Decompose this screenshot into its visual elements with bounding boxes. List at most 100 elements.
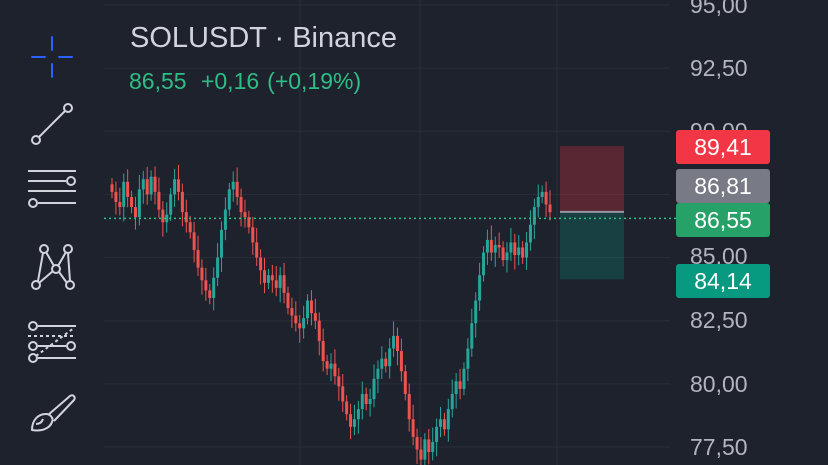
candle-body <box>266 275 270 283</box>
candle-body <box>431 441 435 453</box>
candle <box>368 388 372 417</box>
candle <box>306 294 310 325</box>
candle-body <box>223 209 227 230</box>
candle <box>110 178 114 199</box>
fib-tool-button[interactable] <box>22 315 82 369</box>
candle <box>466 338 470 382</box>
candle <box>239 188 243 227</box>
candle <box>380 346 384 380</box>
candle <box>212 267 216 311</box>
candle-body <box>525 242 529 258</box>
crosshair-tool-button[interactable] <box>22 30 82 84</box>
candle-body <box>352 419 356 427</box>
candle-body <box>474 300 478 324</box>
trend-line-tool-button[interactable] <box>22 97 82 151</box>
candle-body <box>161 209 165 223</box>
candle-body <box>192 232 196 250</box>
candle <box>235 167 239 206</box>
candle <box>208 284 212 305</box>
candle-body <box>270 275 274 281</box>
candle <box>427 429 431 465</box>
candle-body <box>321 340 325 362</box>
candle-body <box>505 252 509 261</box>
candle <box>431 427 435 461</box>
candle <box>231 171 235 202</box>
candle <box>259 249 263 285</box>
candle <box>489 225 493 261</box>
candle-body <box>220 229 223 258</box>
candle-body <box>208 290 212 298</box>
pattern-icon <box>31 244 75 290</box>
candle-body <box>517 247 521 256</box>
candle-body <box>153 176 157 192</box>
candle-body <box>419 449 423 460</box>
candle <box>118 187 122 216</box>
candle <box>282 262 286 304</box>
candle-body <box>157 191 161 210</box>
candle-body <box>439 419 442 427</box>
candle-body <box>259 257 263 271</box>
candle <box>411 404 415 446</box>
take-profit-price-badge: 84,14 <box>676 264 770 298</box>
candle <box>266 268 270 290</box>
candle-body <box>458 381 462 389</box>
candle-body <box>122 181 126 208</box>
candle-body <box>521 247 525 258</box>
candle <box>321 328 325 372</box>
candle-body <box>309 300 313 314</box>
candle-body <box>329 363 333 369</box>
candle-body <box>180 191 184 213</box>
candle-body <box>149 176 153 195</box>
price-summary: 86,55 +0,16 (+0,19%) <box>129 68 369 95</box>
candle <box>251 216 255 255</box>
candle <box>458 368 462 400</box>
candle-body <box>532 207 536 225</box>
current-price-badge: 86,55 <box>676 203 770 237</box>
candle-body <box>478 275 482 301</box>
candle-body <box>286 292 290 309</box>
price-change: +0,16 <box>200 68 260 94</box>
candle-body <box>216 257 220 278</box>
candle-body <box>130 196 134 208</box>
brush-tool-button[interactable] <box>22 385 82 439</box>
candle-body <box>489 239 493 253</box>
candle <box>384 352 388 373</box>
candle <box>333 349 337 385</box>
candle-body <box>133 207 137 218</box>
price-tick: 92,50 <box>690 55 748 81</box>
candle <box>188 215 192 239</box>
candle-body <box>173 179 177 195</box>
pattern-tool-button[interactable] <box>22 240 82 294</box>
horizontal-lines-tool-button[interactable] <box>22 162 82 216</box>
candle-body <box>200 267 204 281</box>
candle-body <box>548 204 552 213</box>
candle-body <box>126 181 130 197</box>
candle <box>309 290 313 326</box>
candle <box>364 387 368 411</box>
candle-body <box>462 368 466 389</box>
candle <box>169 188 173 221</box>
candle-body <box>204 280 208 291</box>
candle <box>485 229 489 265</box>
candle <box>255 228 259 266</box>
candle-body <box>372 378 376 400</box>
candle <box>493 236 497 267</box>
candle-body <box>278 275 282 288</box>
candle-body <box>235 181 239 197</box>
candle-body <box>302 318 306 329</box>
candle-body <box>251 227 255 243</box>
candle-body <box>415 436 419 450</box>
candle <box>220 221 223 272</box>
candle <box>145 166 149 205</box>
price-change-percent: (+0,19%) <box>267 68 362 94</box>
candle-body <box>341 386 345 402</box>
candle-body <box>470 323 474 349</box>
take-profit-zone <box>560 211 624 280</box>
candle-body <box>384 358 388 367</box>
candle <box>376 360 380 394</box>
candle-body <box>145 179 149 195</box>
candle <box>474 292 478 338</box>
trend-line-icon <box>31 103 73 145</box>
